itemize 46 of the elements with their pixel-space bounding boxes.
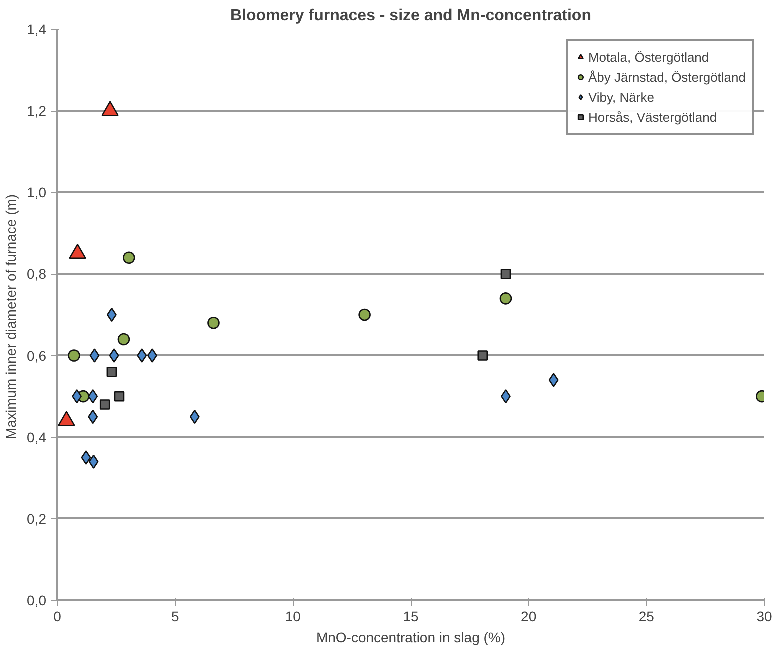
point — [122, 252, 136, 264]
x-tick-label: 20 — [521, 608, 537, 624]
y-tick-label: 1,2 — [27, 103, 47, 120]
point — [68, 350, 80, 362]
legend-label: Motala, Östergötland — [588, 50, 710, 64]
point — [358, 308, 371, 322]
y-tick-label: 0,2 — [27, 510, 47, 527]
point — [109, 348, 120, 363]
x-axis-title: MnO-concentration in slag (%) — [316, 630, 506, 646]
point — [478, 350, 488, 361]
x-tick-label: 0 — [54, 608, 62, 624]
point — [90, 348, 100, 363]
x-tick-label: 15 — [403, 608, 419, 624]
point — [500, 269, 512, 280]
point — [81, 450, 92, 465]
point — [88, 454, 99, 469]
y-tick-label: 0,4 — [27, 429, 47, 446]
x-tick-label: 10 — [285, 608, 302, 624]
x-tick-label: 30 — [756, 608, 772, 624]
point — [118, 333, 130, 346]
point — [88, 410, 98, 424]
legend-label: Viby, Närke — [588, 90, 654, 104]
point — [106, 366, 118, 378]
point — [114, 391, 125, 402]
point — [72, 389, 82, 404]
point — [88, 389, 98, 404]
y-tick-label: 1,4 — [27, 22, 47, 38]
x-tick-label: 5 — [171, 608, 180, 624]
point — [106, 308, 117, 322]
point — [500, 389, 511, 404]
legend-label: Horsås, Västergötland — [588, 110, 718, 124]
point — [137, 348, 148, 363]
y-tick-label: 0,8 — [27, 266, 47, 282]
point — [100, 400, 110, 410]
point — [208, 317, 220, 330]
point — [548, 373, 559, 388]
y-tick-label: 0,6 — [27, 348, 47, 364]
y-axis-title: Maximum inner diameter of furnace (m) — [3, 194, 20, 440]
point — [190, 410, 200, 424]
y-tick-label: 0,0 — [27, 592, 47, 608]
chart-title: Bloomery furnaces - size and Mn-concentration — [230, 8, 592, 24]
point — [147, 348, 158, 363]
y-tick-label: 1,0 — [27, 184, 47, 201]
legend-label: Åby Järnstad, Östergötland — [588, 70, 746, 84]
x-tick-label: 25 — [638, 608, 655, 624]
point — [500, 292, 512, 305]
